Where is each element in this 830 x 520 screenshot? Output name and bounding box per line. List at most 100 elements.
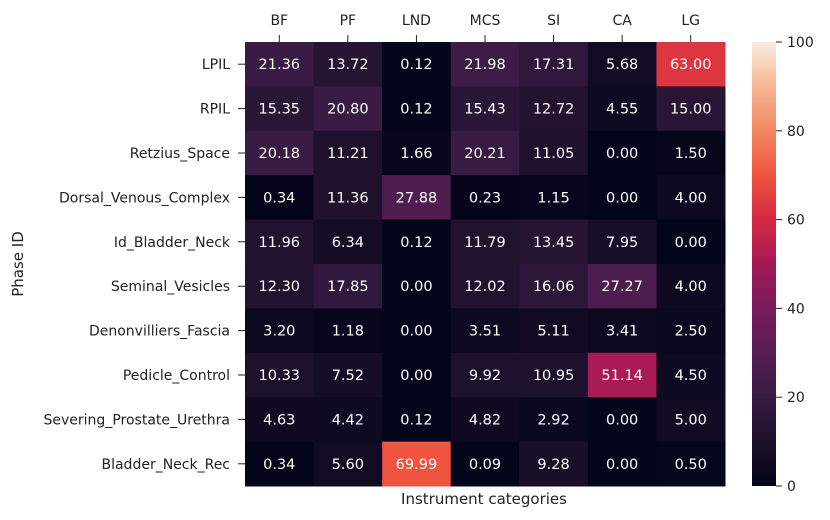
heatmap-cell-label: 4.55 — [606, 102, 638, 118]
heatmap-cell-label: 4.00 — [675, 279, 707, 295]
heatmap-cell-label: 15.00 — [670, 102, 712, 118]
heatmap-cell — [450, 86, 520, 132]
heatmap-cell — [450, 441, 520, 487]
y-tick-label: Bladder_Neck_Rec — [101, 457, 230, 473]
heatmap-cell-label: 0.00 — [606, 146, 638, 162]
heatmap-cell-label: 2.50 — [675, 324, 707, 340]
heatmap-cell-label: 3.51 — [469, 324, 501, 340]
heatmap-cell-label: 11.96 — [259, 235, 301, 251]
heatmap-cell-label: 5.00 — [675, 412, 707, 428]
heatmap-cell-label: 5.60 — [332, 457, 364, 473]
heatmap-cell-label: 0.12 — [400, 102, 432, 118]
x-tick-label: LND — [402, 13, 431, 29]
x-tick-label: CA — [612, 13, 632, 29]
heatmap-cell-label: 0.34 — [263, 457, 295, 473]
heatmap-cell — [313, 130, 383, 176]
heatmap-cell — [313, 42, 383, 87]
heatmap-cell-label: 11.05 — [533, 146, 575, 162]
heatmap-cell-label: 0.12 — [400, 412, 432, 428]
colorbar-tick-label: 40 — [787, 301, 805, 317]
heatmap-cell-label: 12.30 — [259, 279, 301, 295]
heatmap-cell — [656, 219, 726, 265]
heatmap-cell-label: 0.34 — [263, 190, 295, 206]
heatmap-cell — [656, 130, 726, 176]
colorbar-tick-label: 60 — [787, 213, 805, 229]
heatmap-cell-label: 4.50 — [675, 368, 707, 384]
heatmap-cell-label: 4.63 — [263, 412, 295, 428]
heatmap-cell-label: 13.45 — [533, 235, 575, 251]
heatmap-cell — [587, 308, 657, 354]
heatmap-cell — [450, 264, 520, 309]
heatmap-cell — [382, 219, 452, 265]
heatmap-cell — [519, 130, 589, 176]
x-tick-label: SI — [547, 13, 560, 29]
heatmap-cell-label: 2.92 — [537, 412, 569, 428]
heatmap-cell — [245, 264, 315, 309]
y-tick-label: Retzius_Space — [130, 146, 230, 162]
heatmap-cell-label: 1.50 — [675, 146, 707, 162]
heatmap-cell — [519, 264, 589, 309]
heatmap-cell — [519, 397, 589, 443]
y-tick-label: Denonvilliers_Fascia — [89, 324, 230, 340]
heatmap-cell-label: 51.14 — [601, 368, 643, 384]
heatmap-cell — [382, 175, 452, 221]
heatmap-cell — [313, 264, 383, 309]
heatmap-cell — [656, 308, 726, 354]
heatmap-cell — [245, 441, 315, 487]
y-axis-label: Phase ID — [9, 231, 27, 297]
heatmap-cell-label: 69.99 — [396, 457, 438, 473]
heatmap-cell — [450, 352, 520, 398]
heatmap-cell-label: 4.00 — [675, 190, 707, 206]
heatmap-cell-label: 0.00 — [675, 235, 707, 251]
heatmap-cell-label: 21.98 — [464, 57, 506, 73]
heatmap-cell-label: 3.20 — [263, 324, 295, 340]
colorbar: 0 20 40 60 80 100 — [752, 35, 814, 495]
heatmap-cell-label: 0.00 — [606, 457, 638, 473]
heatmap-cell-label: 7.95 — [606, 235, 638, 251]
heatmap-cell — [313, 175, 383, 221]
y-tick-label: Id_Bladder_Neck — [114, 235, 231, 251]
heatmap-cell — [656, 397, 726, 443]
heatmap-cell — [656, 175, 726, 221]
heatmap-cell-label: 3.41 — [606, 324, 638, 340]
heatmap-cell-label: 20.80 — [327, 102, 369, 118]
heatmap-cell — [587, 219, 657, 265]
heatmap-cell — [245, 352, 315, 398]
y-tick-label: Pedicle_Control — [123, 368, 230, 384]
colorbar-tick-label: 80 — [787, 124, 805, 140]
heatmap-cell — [519, 352, 589, 398]
heatmap-cell — [313, 308, 383, 354]
heatmap-cell-label: 10.95 — [533, 368, 575, 384]
heatmap-cell — [450, 397, 520, 443]
heatmap-cell-label: 6.34 — [332, 235, 364, 251]
heatmap-cell-label: 0.00 — [400, 279, 432, 295]
heatmap-cell — [587, 352, 657, 398]
heatmap-cell-label: 1.18 — [332, 324, 364, 340]
heatmap-cell — [656, 264, 726, 309]
heatmap-cell — [382, 352, 452, 398]
y-tick-label: RPIL — [200, 102, 230, 118]
heatmap-cell-label: 0.00 — [606, 190, 638, 206]
y-axis-ticks: LPIL RPIL Retzius_Space Dorsal_Venous_Compl… — [44, 57, 245, 473]
heatmap-cell — [245, 42, 315, 87]
heatmap-cell-label: 4.82 — [469, 412, 501, 428]
heatmap-cell — [519, 175, 589, 221]
heatmap-cell — [587, 441, 657, 487]
heatmap-cell-label: 17.31 — [533, 57, 575, 73]
heatmap-cell-label: 1.66 — [400, 146, 432, 162]
heatmap-cell — [587, 130, 657, 176]
heatmap-cell — [245, 86, 315, 132]
heatmap-cell — [519, 86, 589, 132]
heatmap-cell-label: 11.21 — [327, 146, 369, 162]
heatmap-cell-label: 12.72 — [533, 102, 575, 118]
colorbar-tick-label: 0 — [787, 479, 796, 495]
heatmap-cell — [382, 264, 452, 309]
heatmap-cell — [245, 175, 315, 221]
heatmap-cell-label: 0.12 — [400, 57, 432, 73]
heatmap-cells — [245, 42, 726, 487]
heatmap-cell-label: 1.15 — [537, 190, 569, 206]
heatmap-cell-label: 21.36 — [259, 57, 301, 73]
heatmap-cell — [245, 130, 315, 176]
heatmap-cell-label: 7.52 — [332, 368, 364, 384]
